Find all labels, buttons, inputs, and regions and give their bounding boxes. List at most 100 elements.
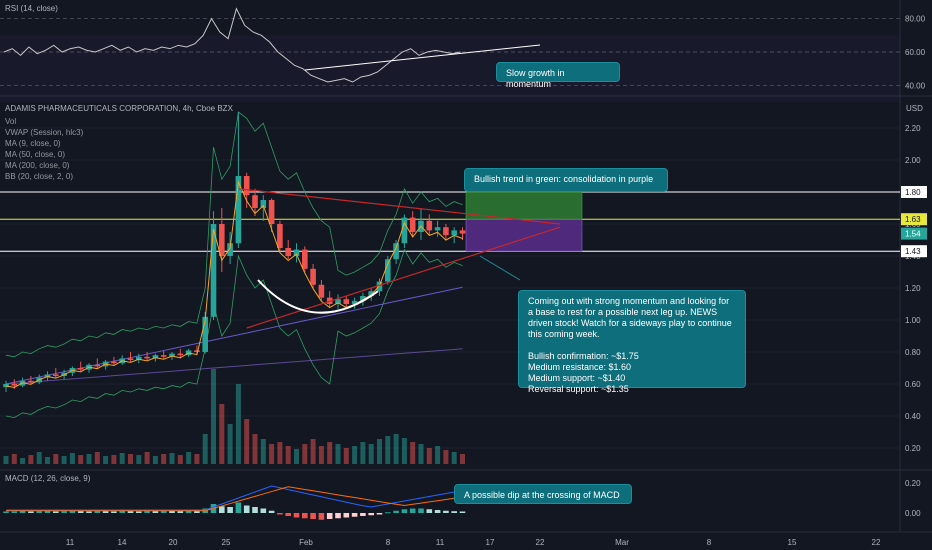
time-tick-label: 8	[707, 538, 712, 547]
rsi-annotation[interactable]: Slow growth in momentum	[496, 62, 620, 89]
candle-body	[3, 384, 9, 388]
indicator-ma50[interactable]: MA (50, close, 0)	[5, 150, 66, 159]
macd-histogram-bar	[409, 508, 416, 513]
volume-bar	[418, 444, 424, 464]
main-annotation-line: Medium resistance: $1.60	[528, 362, 632, 372]
candle-body	[260, 200, 267, 208]
rsi-trendline	[304, 44, 541, 71]
macd-histogram-bar	[94, 510, 101, 513]
main-annotation-line: Medium support: ~$1.40	[528, 373, 626, 383]
price-tick-label: 2.20	[905, 124, 921, 133]
macd-histogram-bar	[227, 507, 233, 513]
annotation-connector	[479, 255, 521, 281]
macd-histogram-bar	[351, 513, 358, 517]
volume-bar	[368, 444, 374, 464]
rsi-tick-label: 80.00	[905, 15, 926, 24]
macd-histogram-bar	[86, 511, 92, 513]
price-title: ADAMIS PHARMACEUTICALS CORPORATION, 4h, …	[5, 104, 233, 113]
macd-histogram-bar	[11, 511, 18, 513]
macd-histogram-bar	[136, 511, 142, 513]
candle-body	[302, 249, 308, 269]
candle-body	[318, 284, 325, 298]
price-tick-label: 0.20	[905, 444, 921, 453]
macd-histogram-bar	[268, 510, 275, 513]
candle-body	[111, 361, 117, 364]
bullish-zone-box	[465, 191, 583, 220]
indicator-bb[interactable]: BB (20, close, 2, 0)	[5, 172, 74, 181]
price-tick-label: 1.00	[905, 316, 921, 325]
time-tick-label: 20	[169, 538, 178, 547]
macd-annotation[interactable]: A possible dip at the crossing of MACD	[454, 484, 632, 504]
indicator-ma9[interactable]: MA (9, close, 0)	[5, 139, 61, 148]
macd-histogram-bar	[434, 510, 441, 513]
indicator-vwap[interactable]: VWAP (Session, hlc3)	[5, 128, 84, 137]
macd-title: MACD (12, 26, close, 9)	[5, 474, 91, 483]
macd-tick-label: 0.00	[905, 509, 921, 518]
volume-bar	[3, 456, 9, 464]
rsi-band	[0, 35, 900, 103]
signal-line	[6, 486, 463, 512]
macd-histogram-bar	[260, 508, 267, 513]
macd-histogram-bar	[385, 512, 391, 514]
candle-body	[177, 353, 184, 356]
time-tick-label: Mar	[615, 538, 629, 547]
volume-bar	[45, 457, 50, 464]
trend-annotation[interactable]: Bullish trend in green: consolidation in…	[464, 168, 668, 192]
time-tick-label: 11	[436, 538, 445, 547]
volume-bar	[144, 452, 150, 464]
ma200-line	[5, 348, 463, 385]
candle-body	[277, 224, 283, 248]
macd-histogram-bar	[418, 508, 424, 513]
volume-bar	[152, 456, 158, 464]
volume-bar	[318, 446, 324, 464]
main-annotation-line: a base to rest for a possible next leg u…	[528, 307, 718, 317]
macd-histogram-bar	[326, 513, 333, 519]
macd-tick-label: 0.20	[905, 479, 921, 488]
time-tick-label: 22	[536, 538, 545, 547]
indicator-vol[interactable]: Vol	[5, 117, 17, 126]
candle-body	[268, 200, 275, 224]
candle-body	[144, 356, 150, 359]
volume-bar	[169, 453, 175, 464]
volume-bar	[343, 448, 349, 464]
volume-bar	[244, 419, 250, 464]
rsi-title: RSI (14, close)	[5, 4, 58, 13]
volume-bar	[335, 444, 341, 464]
candle-body	[194, 350, 200, 352]
time-tick-label: 14	[118, 538, 127, 547]
candle-body	[401, 217, 408, 244]
volume-bar	[426, 448, 432, 464]
volume-bar	[260, 439, 266, 464]
macd-histogram-bar	[152, 511, 159, 513]
indicator-ma200[interactable]: MA (200, close, 0)	[5, 161, 70, 170]
volume-bar	[360, 442, 366, 464]
macd-histogram-bar	[376, 513, 383, 515]
macd-line	[6, 485, 463, 511]
ma9-line	[5, 180, 463, 389]
macd-histogram-bar	[235, 502, 242, 513]
volume-bar	[36, 452, 42, 464]
volume-bar	[385, 436, 391, 464]
volume-bar	[119, 453, 125, 464]
volume-bar	[202, 434, 208, 464]
macd-histogram-bar	[252, 507, 258, 513]
macd-histogram-bar	[335, 513, 341, 519]
candle-body	[94, 364, 101, 367]
time-tick-label: 17	[486, 538, 495, 547]
macd-histogram-bar	[177, 511, 184, 513]
candle-body	[426, 220, 433, 231]
main-annotation[interactable]: Coming out with strong momentum and look…	[518, 290, 746, 394]
time-tick-label: Feb	[299, 538, 313, 547]
candle-body	[434, 227, 441, 231]
price-label-bg	[901, 213, 927, 226]
candle-body	[285, 248, 291, 256]
time-tick-label: 15	[788, 538, 797, 547]
candle-body	[385, 259, 391, 282]
volume-bar	[103, 456, 109, 464]
main-annotation-line	[528, 340, 736, 351]
candle-body	[409, 217, 416, 232]
volume-bar	[61, 456, 67, 464]
main-annotation-line: this coming week.	[528, 329, 600, 339]
time-tick-label: 11	[66, 538, 75, 547]
volume-bar	[219, 404, 225, 464]
